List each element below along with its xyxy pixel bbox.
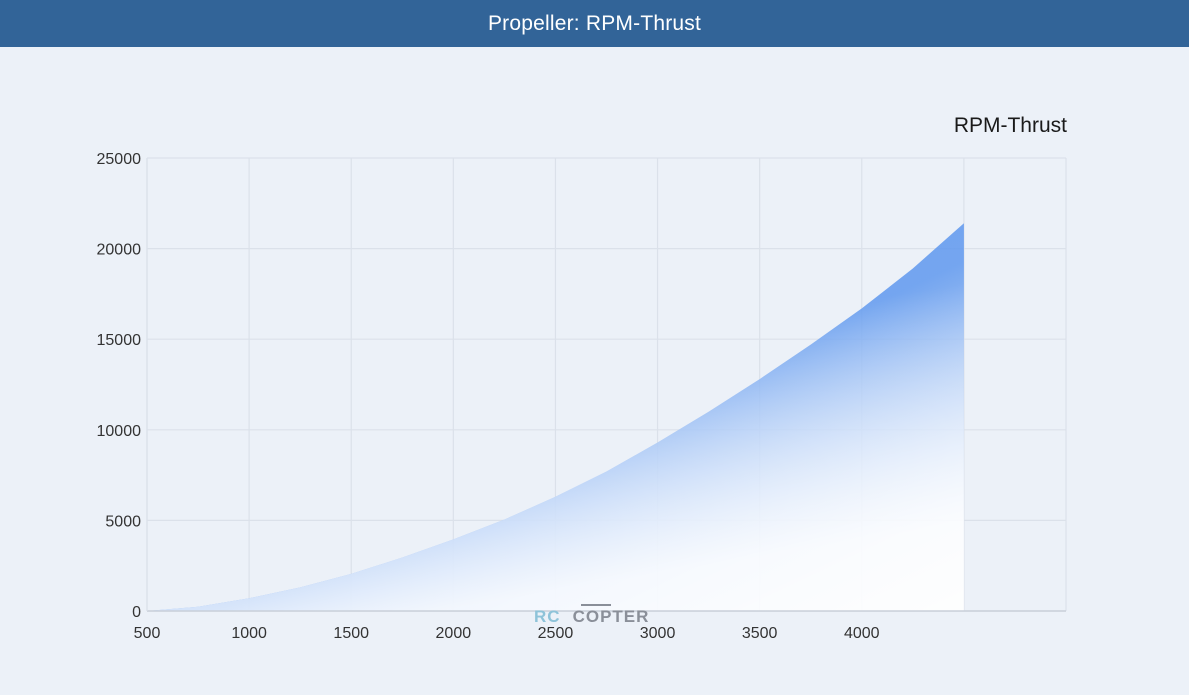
x-tick-label: 500	[134, 625, 161, 642]
y-tick-label: 20000	[97, 242, 142, 259]
x-tick-label: 2500	[538, 625, 574, 642]
x-tick-label: 1500	[333, 625, 369, 642]
thrust-area-fade	[147, 223, 964, 611]
y-tick-label: 25000	[97, 151, 142, 168]
y-tick-label: 0	[132, 604, 141, 621]
header-bar: Propeller: RPM-Thrust	[0, 0, 1189, 47]
logo-copter-text: COPTER	[572, 604, 650, 627]
page-title: Propeller: RPM-Thrust	[487, 11, 702, 35]
y-tick-label: 10000	[97, 423, 142, 440]
rc-copter-logo: RC COPTER	[534, 604, 650, 627]
x-tick-label: 1000	[231, 625, 267, 642]
x-tick-label: 2000	[436, 625, 472, 642]
y-tick-label: 5000	[105, 513, 141, 530]
rotor-icon	[580, 604, 611, 606]
rpm-thrust-chart: 500 1000 1500 2000 2500 3000 3500 4000 0 5000 1000…	[97, 151, 1067, 642]
chart-title: RPM-Thrust	[953, 114, 1067, 137]
x-tick-label: 3500	[742, 625, 778, 642]
y-tick-label: 15000	[97, 332, 142, 349]
logo-rc-text: RC	[534, 607, 561, 626]
x-tick-label: 3000	[640, 625, 676, 642]
chart-container: RPM-Thrust 500 1000 1500 2000 2500 3000 3500 40…	[0, 47, 1189, 695]
x-tick-label: 4000	[844, 625, 880, 642]
logo-copter-label: COPTER	[572, 607, 650, 626]
